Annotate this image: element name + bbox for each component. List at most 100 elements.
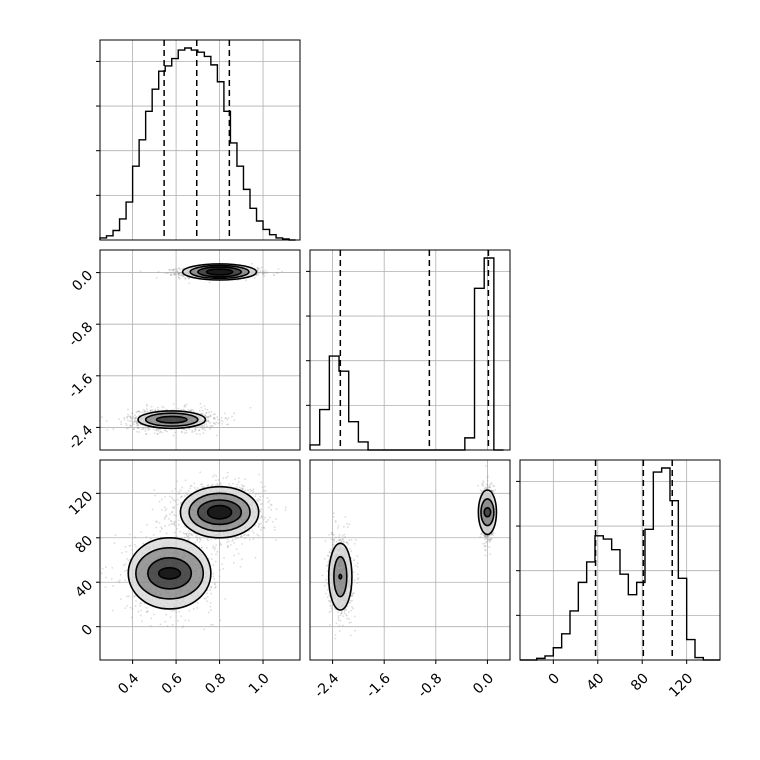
sample-point: [206, 600, 208, 603]
histogram-p3: [516, 459, 721, 661]
sample-point: [169, 271, 172, 274]
sample-point: [190, 533, 193, 535]
sample-point: [200, 546, 203, 549]
sample-point: [133, 543, 136, 546]
sample-point: [181, 267, 184, 270]
sample-point: [124, 607, 127, 610]
sample-point: [238, 486, 241, 489]
sample-point: [196, 487, 199, 489]
sample-point: [173, 274, 176, 276]
sample-point: [136, 420, 138, 423]
sample-point: [207, 415, 210, 418]
sample-point: [100, 572, 103, 574]
sample-point: [163, 429, 166, 431]
sample-point: [258, 523, 260, 526]
sample-point: [171, 511, 174, 514]
sample-point: [261, 502, 264, 505]
sample-point: [157, 406, 159, 409]
sample-point: [133, 420, 136, 423]
sample-point: [202, 486, 205, 488]
sample-point: [275, 272, 278, 274]
sample-point: [219, 482, 222, 484]
sample-point: [184, 405, 187, 408]
sample-point: [204, 414, 207, 417]
sample-point: [111, 609, 114, 612]
sample-point: [267, 501, 269, 504]
sample-point: [216, 482, 219, 485]
sample-point: [219, 542, 222, 545]
sample-point: [212, 475, 214, 478]
sample-point: [139, 604, 142, 607]
sample-point: [150, 409, 152, 412]
axes-frame: [309, 249, 511, 451]
sample-point: [118, 418, 120, 421]
sample-point: [177, 274, 180, 277]
sample-point: [179, 496, 182, 499]
sample-point: [216, 416, 219, 418]
sample-point: [187, 534, 190, 537]
sample-point: [135, 416, 138, 418]
sample-point: [205, 412, 208, 415]
sample-point: [141, 411, 144, 413]
sample-point: [208, 426, 211, 429]
sample-point: [114, 534, 117, 537]
sample-point: [251, 489, 254, 492]
sample-point: [206, 592, 208, 595]
sample-point: [214, 560, 217, 563]
sample-point: [157, 271, 160, 273]
sample-point: [209, 589, 211, 591]
sample-point: [129, 415, 132, 418]
sample-point: [194, 428, 197, 431]
sample-point: [212, 546, 215, 549]
sample-point: [207, 611, 210, 614]
sample-point: [241, 488, 244, 491]
sample-point: [138, 431, 141, 433]
sample-point: [202, 413, 205, 416]
sample-point: [257, 269, 259, 272]
axes-frame: [99, 39, 301, 241]
sample-point: [223, 557, 225, 559]
sample-point: [155, 277, 158, 279]
sample-point: [198, 540, 201, 543]
sample-point: [233, 542, 236, 544]
sample-point: [175, 611, 178, 614]
sample-point: [183, 405, 186, 408]
sample-point: [140, 609, 142, 612]
sample-point: [190, 485, 193, 488]
sample-point: [257, 526, 260, 528]
sample-point: [174, 431, 176, 434]
sample-point: [237, 536, 239, 539]
sample-point: [233, 554, 236, 557]
sample-point: [111, 566, 114, 569]
sample-point: [259, 271, 262, 274]
sample-point: [266, 271, 269, 274]
sample-point: [236, 485, 238, 488]
sample-point: [209, 601, 212, 604]
sample-point: [153, 489, 156, 492]
sample-point: [213, 417, 216, 419]
sample-point: [244, 489, 247, 492]
sample-point: [193, 430, 196, 433]
sample-point: [128, 544, 131, 547]
sample-point: [130, 418, 133, 420]
sample-point: [135, 422, 138, 425]
sample-point: [135, 599, 137, 602]
sample-point: [277, 268, 280, 271]
sample-point: [170, 272, 173, 274]
sample-point: [260, 508, 263, 511]
sample-point: [192, 410, 195, 413]
sample-point: [253, 495, 256, 498]
sample-point: [119, 573, 122, 576]
sample-point: [158, 500, 161, 503]
sample-point: [177, 276, 180, 279]
sample-point: [169, 495, 171, 498]
sample-point: [262, 272, 264, 275]
sample-point: [205, 415, 208, 418]
sample-point: [206, 538, 209, 541]
sample-point: [165, 514, 168, 517]
sample-point: [189, 532, 191, 535]
sample-points: [101, 262, 284, 437]
histogram-step-p3: [520, 467, 720, 661]
sample-point: [260, 515, 263, 518]
sample-point: [126, 605, 128, 607]
